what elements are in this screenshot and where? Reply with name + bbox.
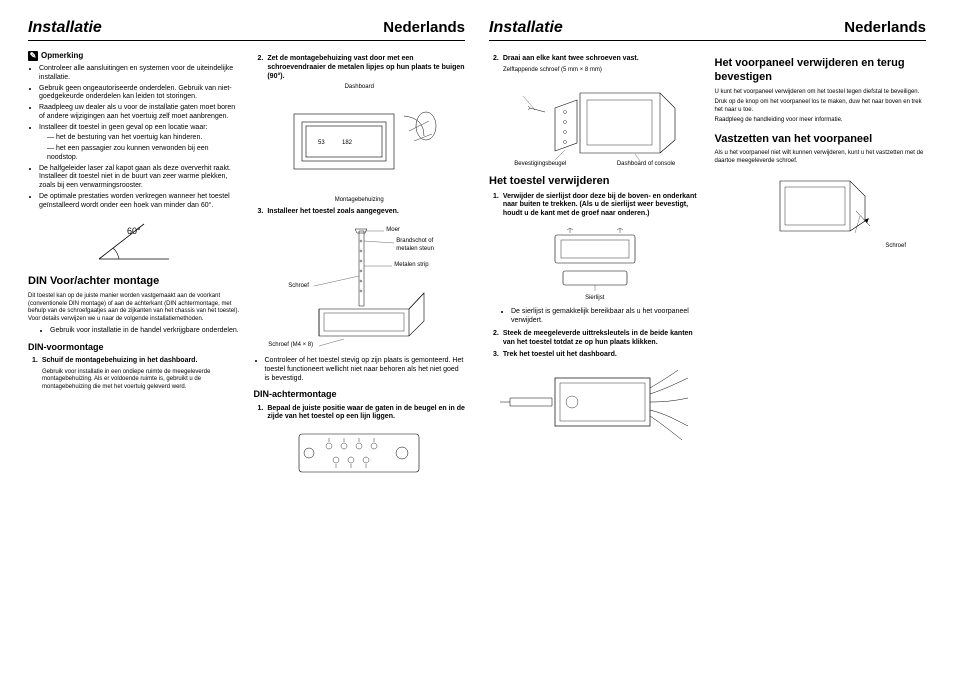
step-text: Steek de meegeleverde uittreksleutels in… <box>503 330 701 348</box>
step-2: 2. Draai aan elke kant twee schroeven va… <box>493 55 701 64</box>
note-text: Installeer dit toestel in geen geval op … <box>39 124 208 131</box>
front-p3: Raadpleeg de handleiding voor meer infor… <box>715 117 927 125</box>
step-number: 1. <box>32 357 38 366</box>
front-p2: Druk op de knop om het voorpaneel los te… <box>715 99 927 114</box>
note-item: Gebruik geen ongeautoriseerde onderdelen… <box>39 85 240 103</box>
h3-din-rear: DIN-achtermontage <box>254 389 466 400</box>
step-text: Bepaal de juiste positie waar de gaten i… <box>267 405 465 423</box>
install-note: Controleer of het toestel stevig op zijn… <box>265 357 466 383</box>
step1-body: Gebruik voor installatie in een ondiepe … <box>42 369 240 392</box>
label-trim: Sierlijst <box>489 295 701 303</box>
svg-text:182: 182 <box>342 140 353 146</box>
angle-figure: 60° <box>28 214 240 269</box>
header-left: Installatie <box>489 18 563 38</box>
step-text: Schuif de montagebehuizing in het dashbo… <box>42 357 240 366</box>
label-sleeve: Montagebehuizing <box>254 197 466 205</box>
page-left: Installatie Nederlands ✎ Opmerking Contr… <box>28 18 465 657</box>
label-bracket: Bevestigingsbeugel <box>514 161 566 169</box>
subnote-item: het de besturing van het voertuig kan hi… <box>47 134 240 143</box>
label-nut: Moer <box>386 227 400 235</box>
front-p1: U kunt het voorpaneel verwijderen om het… <box>715 89 927 97</box>
page-header: Installatie Nederlands <box>28 18 465 41</box>
install-figure: Moer Brandschot of metalen steun Metalen… <box>254 221 466 351</box>
note-title: Opmerking <box>41 51 83 61</box>
step-text: Installeer het toestel zoals aangegeven. <box>267 208 465 217</box>
step-number: 1. <box>258 405 264 423</box>
notes-list: Controleer alle aansluitingen en systeme… <box>28 65 240 210</box>
step-1: 1. Schuif de montagebehuizing in het das… <box>32 357 240 366</box>
din-intro: Dit toestel kan op de juiste manier word… <box>28 293 240 323</box>
step-number: 2. <box>493 330 499 348</box>
remove-step-2: 2. Steek de meegeleverde uittreksleutels… <box>493 330 701 348</box>
step-number: 2. <box>493 55 499 64</box>
note-item: De halfgeleider laser zal kapot gaan als… <box>39 165 240 191</box>
page-right: Installatie Nederlands 2. Draai aan elke… <box>489 18 926 657</box>
step-text: Zet de montagebehuizing vast door met ee… <box>267 55 465 81</box>
header-right: Nederlands <box>844 19 926 38</box>
h2-din-front-rear: DIN Voor/achter montage <box>28 275 240 289</box>
sleeve-figure: 182 53 <box>254 96 466 191</box>
h3-din-front: DIN-voormontage <box>28 342 240 353</box>
step-number: 3. <box>258 208 264 217</box>
extract-figure <box>489 364 701 446</box>
note-item: De optimale prestaties worden verkregen … <box>39 193 240 211</box>
note-item: Installeer dit toestel in geen geval op … <box>39 124 240 163</box>
label-strip: Metalen strip <box>394 262 428 270</box>
bracket-figure: Bevestigingsbeugel Dashboard of console <box>489 78 701 169</box>
step-text: Draai aan elke kant twee schroeven vast. <box>503 55 701 64</box>
page1-col2: 2. Zet de montagebehuizing vast door met… <box>254 51 466 657</box>
secure-p: Als u het voorpaneel niet wilt kunnen ve… <box>715 150 927 165</box>
note-heading: ✎ Opmerking <box>28 51 240 61</box>
step-text: Trek het toestel uit het dashboard. <box>503 351 701 360</box>
label-firewall: Brandschot of metalen steun <box>396 238 451 253</box>
trim-note: De sierlijst is gemakkelijk bereikbaar a… <box>511 308 701 326</box>
screw-figure: Schroef <box>715 171 927 251</box>
trim-figure: Sierlijst <box>489 223 701 303</box>
label-screw-m4: Schroef (M4 × 8) <box>268 342 313 350</box>
header-right: Nederlands <box>383 19 465 38</box>
svg-text:53: 53 <box>318 140 325 146</box>
label-tapscrew: Zelftappende schroef (5 mm × 8 mm) <box>503 67 701 75</box>
note-item: Raadpleeg uw dealer als u voor de instal… <box>39 104 240 122</box>
din-bullet: Gebruik voor installatie in de handel ve… <box>50 327 240 336</box>
label-screw: Schroef <box>288 283 309 291</box>
step-1b: 1. Bepaal de juiste positie waar de gate… <box>258 405 466 423</box>
step-number: 1. <box>493 193 499 219</box>
remove-step-1: 1. Verwijder de sierlijst door deze bij … <box>493 193 701 219</box>
label-dashboard: Dashboard <box>254 84 466 92</box>
step-number: 3. <box>493 351 499 360</box>
page-header: Installatie Nederlands <box>489 18 926 41</box>
h2-remove-front: Het voorpaneel verwijderen en terug beve… <box>715 57 927 85</box>
h2-remove-unit: Het toestel verwijderen <box>489 175 701 189</box>
note-item: Controleer alle aansluitingen en systeme… <box>39 65 240 83</box>
header-left: Installatie <box>28 18 102 38</box>
h2-secure-front: Vastzetten van het voorpaneel <box>715 133 927 147</box>
pencil-icon: ✎ <box>28 51 38 61</box>
page2-col1: 2. Draai aan elke kant twee schroeven va… <box>489 51 701 657</box>
subnote-item: het een passagier zou kunnen verwonden b… <box>47 145 240 163</box>
step-2: 2. Zet de montagebehuizing vast door met… <box>258 55 466 81</box>
rear-holes-figure <box>254 426 466 481</box>
label-screw: Schroef <box>715 243 927 251</box>
page2-col2: Het voorpaneel verwijderen en terug beve… <box>715 51 927 657</box>
angle-label: 60° <box>127 226 141 236</box>
page1-col1: ✎ Opmerking Controleer alle aansluitinge… <box>28 51 240 657</box>
label-dash-console: Dashboard of console <box>617 161 675 169</box>
step-number: 2. <box>258 55 264 81</box>
remove-step-3: 3. Trek het toestel uit het dashboard. <box>493 351 701 360</box>
step-text: Verwijder de sierlijst door deze bij de … <box>503 193 701 219</box>
step-3: 3. Installeer het toestel zoals aangegev… <box>258 208 466 217</box>
